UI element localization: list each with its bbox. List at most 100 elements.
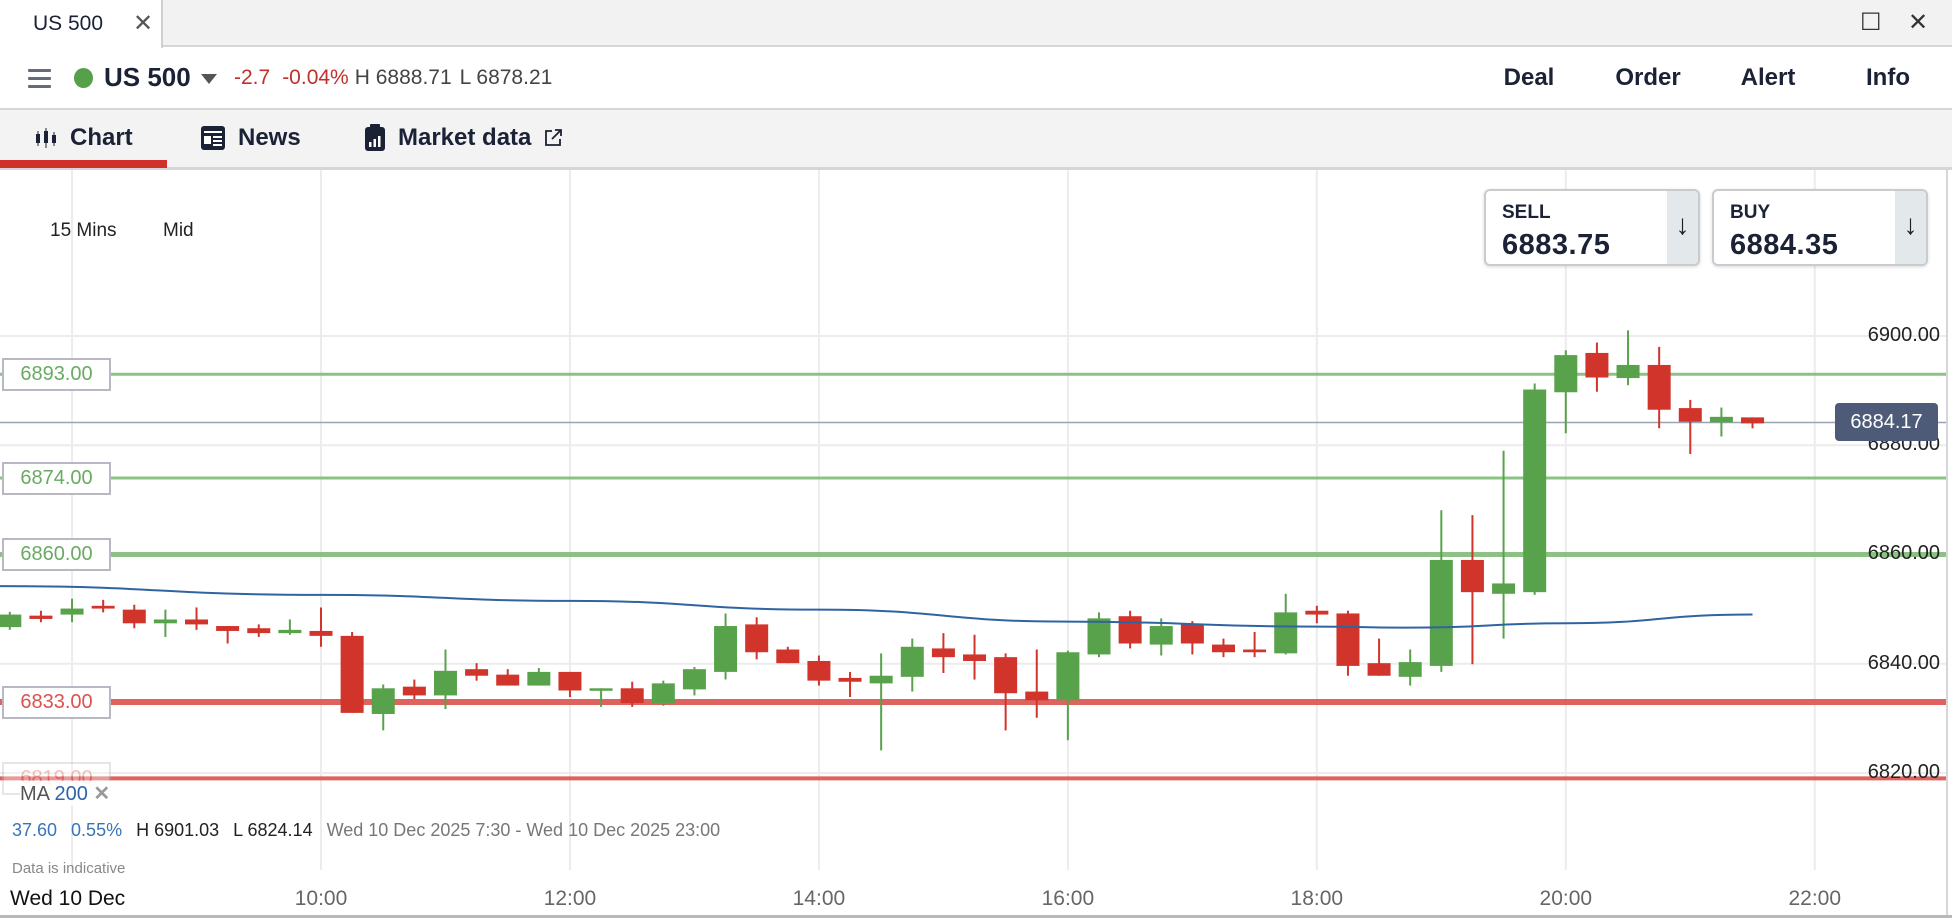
range-summary: 37.60 0.55% H 6901.03 L 6824.14 Wed 10 Dec 2… — [12, 820, 720, 841]
y-tick-label: 6820.00 — [1867, 760, 1940, 783]
candle-up — [1429, 559, 1453, 666]
newspaper-icon — [201, 126, 225, 150]
current-price-label: 6884.17 — [1835, 403, 1938, 442]
level-label[interactable]: 6833.00 — [2, 685, 111, 719]
candle-down — [1118, 616, 1142, 644]
level-label[interactable]: 6874.00 — [2, 462, 111, 495]
range-change-percent: 0.55% — [71, 820, 123, 840]
level-label[interactable]: 6860.00 — [2, 538, 111, 572]
candle-up — [589, 688, 613, 691]
x-tick-label: 16:00 — [1041, 887, 1095, 910]
tab-label: US 500 — [33, 12, 104, 35]
tab-news-label: News — [238, 124, 301, 151]
candle-up — [153, 619, 177, 624]
candle-down — [776, 649, 800, 664]
candle-down — [963, 654, 987, 661]
disclaimer: Data is indicative — [12, 860, 126, 877]
candle-down — [91, 605, 115, 609]
indicator-name: MA — [20, 783, 49, 805]
candlestick-icon — [36, 128, 56, 148]
candle-up — [1398, 662, 1422, 677]
alert-button[interactable]: Alert — [1740, 64, 1796, 91]
interval-selector[interactable]: 15 Mins — [50, 220, 117, 241]
candle-down — [1367, 663, 1391, 676]
candle-up — [371, 688, 395, 714]
change-percent: -0.04% — [282, 66, 349, 89]
chevron-down-icon[interactable] — [201, 74, 217, 84]
range-low: L 6824.14 — [233, 820, 313, 840]
x-tick-label: 18:00 — [1290, 887, 1344, 910]
instrument-name[interactable]: US 500 — [104, 62, 191, 92]
candle-down — [1647, 364, 1671, 410]
candle-up — [527, 671, 551, 686]
x-tick-label: 22:00 — [1788, 887, 1842, 910]
candle-down — [807, 660, 831, 681]
candle-down — [1243, 649, 1267, 653]
close-tab-icon[interactable]: ✕ — [133, 10, 154, 37]
info-button[interactable]: Info — [1866, 64, 1910, 91]
candle-up — [1087, 618, 1111, 655]
maximize-icon[interactable]: ☐ — [1860, 9, 1882, 36]
range-high: H 6901.03 — [136, 820, 220, 840]
candle-up — [1709, 416, 1733, 423]
external-link-icon — [545, 129, 563, 146]
candle-down — [185, 619, 209, 625]
candle-down — [931, 648, 955, 658]
candle-up — [900, 646, 924, 677]
tab-market-data[interactable]: Market data — [364, 124, 563, 152]
candle-up — [278, 629, 302, 634]
level-label[interactable]: 6893.00 — [2, 358, 111, 392]
candle-up — [1523, 389, 1547, 593]
x-tick-label: 14:00 — [792, 887, 846, 910]
price-type-selector[interactable]: Mid — [163, 220, 194, 241]
instrument-stats: -2.7 -0.04% H 6888.71 L 6878.21 — [234, 66, 560, 90]
price-chart[interactable]: 15 Mins Mid SELL 6883.75 ↓ BUY 6884.35 ↓… — [0, 170, 1952, 918]
buy-button[interactable]: BUY 6884.35 ↓ — [1712, 189, 1928, 266]
buy-label: BUY — [1730, 202, 1771, 223]
window-tab-bar: US 500 ✕ ☐ ✕ — [0, 0, 1952, 48]
candle-down — [496, 674, 520, 686]
chart-border — [1946, 170, 1948, 918]
candle-down — [558, 671, 582, 691]
candle-down — [745, 624, 769, 653]
candle-down — [340, 635, 364, 713]
x-tick-label: 20:00 — [1539, 887, 1593, 910]
candle-up — [682, 669, 706, 690]
candle-up — [714, 626, 738, 672]
remove-indicator-icon[interactable]: ✕ — [93, 783, 111, 805]
x-tick-label: 10:00 — [294, 887, 348, 910]
close-icon[interactable]: ✕ — [1908, 9, 1929, 36]
deal-button[interactable]: Deal — [1503, 64, 1555, 91]
sell-price: 6883.75 — [1502, 229, 1611, 261]
candle-up — [0, 614, 22, 628]
tab-news[interactable]: News — [200, 124, 301, 152]
candle-down — [1180, 624, 1204, 644]
candle-up — [651, 683, 675, 704]
chart-canvas[interactable] — [0, 170, 1946, 918]
market-status-dot — [74, 68, 93, 88]
day-high: H 6888.71 — [354, 66, 452, 89]
candle-down — [1025, 691, 1049, 701]
indicator-period[interactable]: 200 — [54, 783, 88, 805]
menu-icon[interactable] — [28, 69, 51, 88]
candle-down — [402, 686, 426, 696]
buy-price: 6884.35 — [1730, 229, 1839, 261]
tab-us500[interactable]: US 500 ✕ — [0, 0, 163, 48]
candle-down — [1305, 610, 1329, 615]
range-change: 37.60 — [12, 820, 58, 840]
candle-up — [1056, 652, 1080, 701]
arrow-down-icon: ↓ — [1667, 191, 1698, 264]
instrument-bar: US 500 -2.7 -0.04% H 6888.71 L 6878.21 Deal… — [0, 48, 1952, 110]
candle-up — [1149, 626, 1173, 645]
day-low: L 6878.21 — [459, 66, 553, 89]
candle-down — [247, 628, 271, 634]
order-button[interactable]: Order — [1615, 64, 1681, 91]
indicator-legend: MA 200 ✕ — [20, 781, 115, 806]
candle-down — [216, 626, 240, 631]
tab-chart[interactable]: Chart — [0, 124, 167, 168]
chart-bottom-border — [0, 915, 1952, 918]
candle-down — [1336, 613, 1360, 666]
view-tabs: Chart News Market data — [0, 110, 1952, 170]
sell-button[interactable]: SELL 6883.75 ↓ — [1484, 189, 1700, 266]
moving-average-line — [0, 585, 1753, 629]
